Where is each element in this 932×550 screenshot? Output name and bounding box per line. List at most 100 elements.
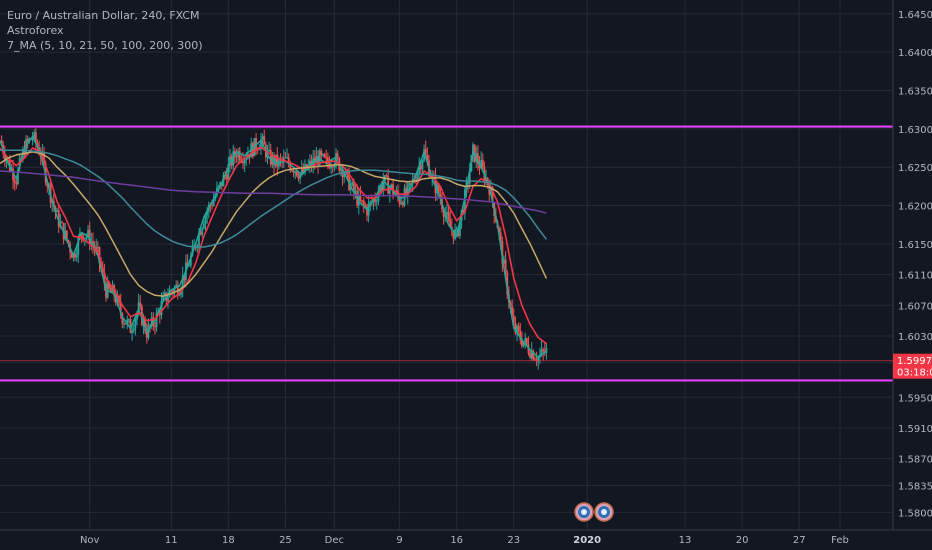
candle-body [289, 164, 292, 171]
price-tick-label: 1.58350 [898, 482, 932, 493]
candle-body [274, 154, 277, 166]
candle-body [348, 171, 350, 191]
price-tick-label: 1.61500 [898, 240, 932, 251]
price-tick-label: 1.62000 [898, 202, 932, 213]
candle-body [339, 168, 342, 171]
candle-body [532, 350, 535, 360]
bar-countdown: 03:18:02 [897, 368, 932, 379]
candle-body [400, 202, 403, 204]
candle-body [175, 284, 178, 288]
candle-body [292, 170, 295, 173]
price-axis-labels[interactable]: 1.64500 1.64000 1.63500 1.63000 1.62500 1.620… [898, 10, 932, 520]
candle-body [462, 209, 465, 214]
time-axis-labels[interactable]: Nov 11 18 25 Dec 9 16 23 2020 13 20 27 Feb [80, 535, 849, 546]
candle-body [7, 160, 10, 162]
candle-body [258, 148, 261, 150]
candle-body [468, 171, 471, 184]
last-price-marker: 1.5997703:18:02 [0, 353, 932, 379]
candle-body [343, 174, 346, 178]
indicator-title[interactable]: 7_MA (5, 10, 21, 50, 100, 200, 300) [7, 39, 203, 52]
price-tick-label: 1.62500 [898, 163, 932, 174]
candle-body [416, 172, 419, 182]
candle-body [423, 149, 425, 161]
candle-body [463, 189, 466, 214]
candle-body [326, 157, 329, 163]
candle-body [410, 183, 412, 185]
candle-body [294, 171, 297, 173]
candle-body [235, 156, 238, 158]
candle-body [530, 350, 533, 358]
time-tick-label: 11 [165, 535, 178, 546]
candle-body [380, 185, 383, 190]
candle-body [361, 200, 363, 202]
candle-body [31, 138, 34, 140]
candle-body [255, 138, 257, 150]
time-axis-background [0, 530, 932, 550]
candle-body [522, 342, 525, 346]
candle-body [499, 232, 502, 241]
candle-body [408, 183, 411, 186]
candle-body [108, 282, 111, 289]
symbol-title[interactable]: Euro / Australian Dollar, 240, FXCM [7, 9, 200, 22]
candle-body [137, 302, 140, 314]
candle-body [318, 150, 321, 165]
price-tick-label: 1.61100 [898, 271, 932, 282]
candle-body [540, 349, 543, 355]
candle-body [163, 292, 166, 296]
vertical-gridlines [89, 0, 841, 530]
candle-body [25, 139, 27, 156]
candle-body [23, 149, 26, 156]
candle-body [123, 323, 125, 325]
candle-body [110, 288, 112, 292]
candle-body [405, 188, 408, 196]
candle-body [65, 230, 68, 241]
candle-body [70, 252, 73, 258]
candle-body [171, 290, 174, 293]
event-icon[interactable] [574, 502, 594, 522]
candle-body [351, 182, 354, 186]
candle-body [87, 229, 89, 237]
event-icon[interactable] [594, 502, 614, 522]
candle-body [189, 255, 192, 266]
candle-body [506, 272, 509, 295]
candle-body [15, 182, 18, 184]
time-tick-label: Nov [80, 535, 100, 546]
candle-body [447, 212, 450, 220]
candle-body [13, 180, 16, 183]
candle-body [449, 219, 452, 227]
candle-body [260, 139, 262, 149]
candle-body [191, 245, 194, 256]
candle-body [202, 223, 205, 229]
candle-body [503, 259, 505, 264]
event-icons[interactable] [574, 502, 614, 522]
candle-body [131, 330, 134, 333]
candle-body [362, 200, 365, 205]
time-tick-label: 23 [507, 535, 520, 546]
candle-body [401, 202, 404, 206]
candle-body [406, 185, 409, 196]
candle-body [206, 211, 209, 216]
price-tick-label: 1.63000 [898, 125, 932, 136]
candle-body [127, 319, 130, 321]
time-tick-label: 25 [279, 535, 292, 546]
candle-body [367, 203, 370, 216]
candle-body [227, 163, 230, 180]
candle-body [199, 232, 202, 235]
candle-body [181, 275, 184, 290]
candle-body [96, 247, 99, 249]
candle-body [193, 245, 195, 247]
price-axis-background [893, 0, 932, 530]
candle-body [214, 195, 217, 200]
time-tick-label: 16 [450, 535, 463, 546]
price-tick-label: 1.59100 [898, 424, 932, 435]
candle-body [375, 201, 378, 203]
candle-body [198, 232, 200, 247]
candle-body [3, 153, 6, 162]
candle-body [149, 324, 151, 327]
candle-body [287, 157, 290, 165]
candle-body [517, 325, 520, 331]
candle-body [525, 338, 528, 345]
candle-body [442, 209, 445, 217]
